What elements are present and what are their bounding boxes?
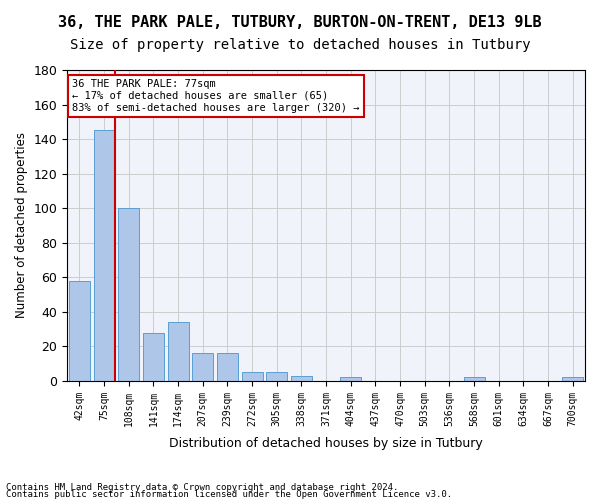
- Text: 36 THE PARK PALE: 77sqm
← 17% of detached houses are smaller (65)
83% of semi-de: 36 THE PARK PALE: 77sqm ← 17% of detache…: [73, 80, 360, 112]
- Bar: [217, 354, 238, 381]
- Text: Contains public sector information licensed under the Open Government Licence v3: Contains public sector information licen…: [6, 490, 452, 499]
- Bar: [291, 376, 312, 381]
- Bar: [143, 332, 164, 381]
- Text: Contains HM Land Registry data © Crown copyright and database right 2024.: Contains HM Land Registry data © Crown c…: [6, 484, 398, 492]
- Bar: [69, 280, 90, 381]
- Bar: [340, 378, 361, 381]
- X-axis label: Distribution of detached houses by size in Tutbury: Distribution of detached houses by size …: [169, 437, 483, 450]
- Text: Size of property relative to detached houses in Tutbury: Size of property relative to detached ho…: [70, 38, 530, 52]
- Bar: [167, 322, 188, 381]
- Bar: [464, 378, 485, 381]
- Bar: [562, 378, 583, 381]
- Bar: [242, 372, 263, 381]
- Y-axis label: Number of detached properties: Number of detached properties: [15, 132, 28, 318]
- Bar: [94, 130, 115, 381]
- Bar: [266, 372, 287, 381]
- Bar: [192, 354, 213, 381]
- Bar: [118, 208, 139, 381]
- Text: 36, THE PARK PALE, TUTBURY, BURTON-ON-TRENT, DE13 9LB: 36, THE PARK PALE, TUTBURY, BURTON-ON-TR…: [58, 15, 542, 30]
